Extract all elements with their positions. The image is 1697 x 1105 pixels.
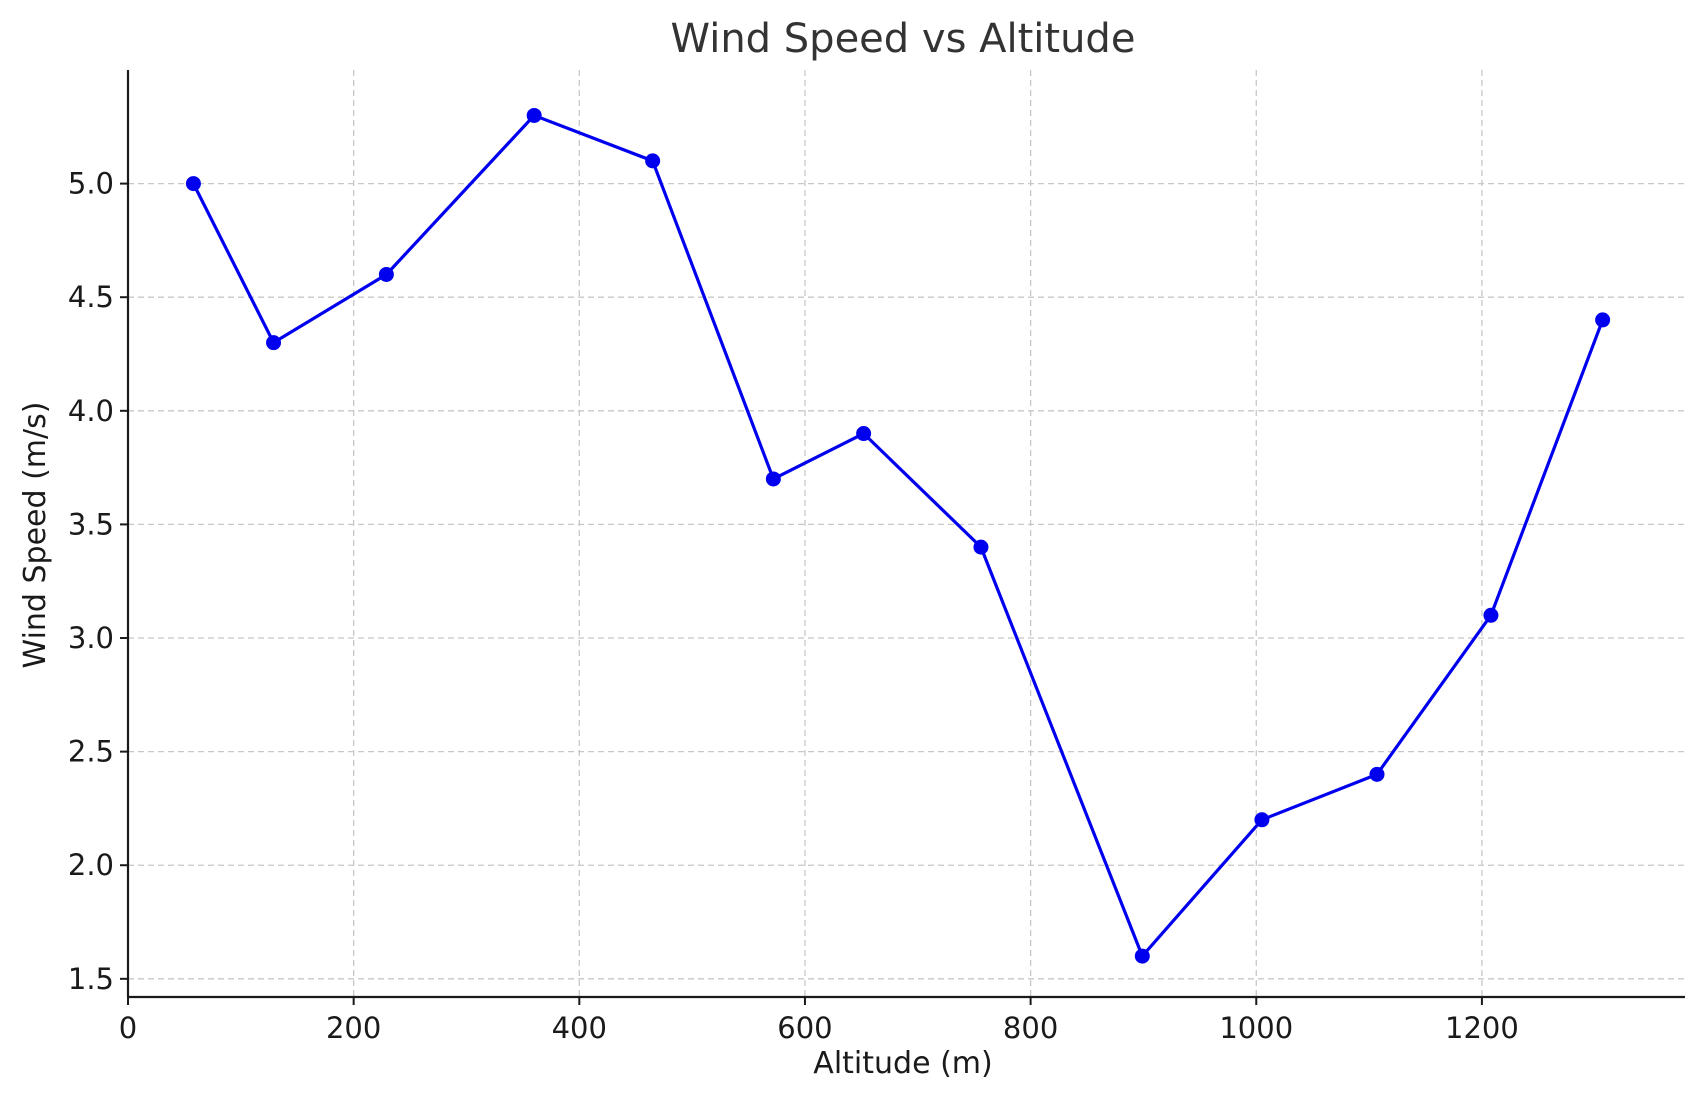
x-tick-label: 400 <box>552 1011 607 1045</box>
series-layer <box>185 107 1611 964</box>
chart-title: Wind Speed vs Altitude <box>671 16 1136 62</box>
x-tick-label: 200 <box>326 1011 381 1045</box>
x-tick-label: 800 <box>1003 1011 1058 1045</box>
y-tick-label: 5.0 <box>68 167 114 201</box>
x-tick-label: 600 <box>777 1011 832 1045</box>
x-tick-label: 1200 <box>1445 1011 1519 1045</box>
x-tick-label: 1000 <box>1219 1011 1293 1045</box>
x-tick-label: 0 <box>119 1011 137 1045</box>
data-point <box>378 266 394 282</box>
data-point <box>856 426 872 442</box>
data-point <box>1595 312 1611 328</box>
data-point <box>266 335 282 351</box>
data-point <box>185 176 201 192</box>
data-point <box>1134 948 1150 964</box>
data-point <box>973 539 989 555</box>
y-tick-label: 4.5 <box>68 280 114 314</box>
grid-layer <box>127 70 1685 997</box>
data-point <box>765 471 781 487</box>
ticks-layer: 0 200 400 600 800 1000 1200 1.5 2.0 2.5 3.0 3.5 4.0 4… <box>68 167 1519 1045</box>
y-tick-label: 2.0 <box>68 848 114 882</box>
series-line <box>191 113 1605 958</box>
x-axis-label: Altitude (m) <box>813 1046 992 1081</box>
y-tick-label: 1.5 <box>68 962 114 996</box>
data-point <box>1483 607 1499 623</box>
data-point <box>645 153 661 169</box>
data-point <box>1254 812 1270 828</box>
y-tick-label: 2.5 <box>68 735 114 769</box>
y-tick-label: 3.0 <box>68 621 114 655</box>
data-point <box>1369 766 1385 782</box>
y-tick-label: 3.5 <box>68 507 114 541</box>
axes-layer <box>126 70 1685 999</box>
data-point <box>526 107 542 123</box>
y-tick-label: 4.0 <box>68 394 114 428</box>
y-axis-label: Wind Speed (m/s) <box>18 402 53 669</box>
